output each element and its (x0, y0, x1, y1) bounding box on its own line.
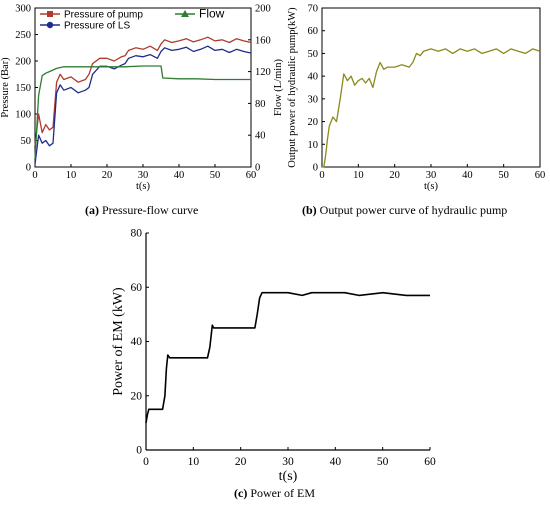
y-tick-label: 300 (15, 4, 31, 15)
y-tick-label: 40 (308, 72, 319, 83)
y-tick-label: 30 (308, 94, 319, 105)
y-tick-label: 60 (308, 26, 319, 37)
y-tick-label: 50 (308, 49, 319, 60)
y-tick-label: 0 (26, 163, 31, 174)
y2-axis-label: Flow (L/min) (273, 59, 284, 116)
x-tick-label: 50 (498, 170, 509, 181)
x-tick-label: 0 (143, 456, 149, 468)
caption-a-tag: (a) (85, 203, 99, 217)
x-tick-label: 10 (66, 170, 77, 181)
legend-label: Pressure of pump (64, 10, 143, 21)
x-tick-label: 50 (210, 170, 221, 181)
caption-b-tag: (b) (302, 203, 317, 217)
y2-tick-label: 120 (255, 67, 271, 78)
x-tick-label: 10 (353, 170, 364, 181)
caption-c-text: Power of EM (250, 486, 315, 500)
x-tick-label: 20 (102, 170, 113, 181)
series-line-a-2 (34, 65, 251, 160)
x-tick-label: 20 (235, 456, 247, 468)
x-tick-label: 0 (319, 170, 324, 181)
legend-marker-circle (46, 21, 54, 29)
x-tick-label: 60 (535, 170, 546, 181)
y-axis-label: Pressure (Bar) (0, 57, 11, 118)
legend-marker-triangle (181, 10, 189, 17)
y-axis-label: Output power of hydraulic pump(kW) (287, 7, 298, 168)
y-tick-label: 150 (15, 83, 31, 94)
x-tick-label: 30 (282, 456, 294, 468)
x-tick-label: 40 (330, 456, 342, 468)
legend-marker-square (47, 11, 53, 17)
x-tick-label: 60 (424, 456, 436, 468)
caption-a-text: Pressure-flow curve (102, 203, 199, 217)
y-tick-label: 100 (15, 110, 31, 121)
series-line-b-0 (322, 48, 541, 168)
y2-tick-label: 200 (255, 4, 271, 15)
y-tick-label: 250 (15, 30, 31, 41)
legend-label: Pressure of LS (64, 21, 130, 32)
x-tick-label: 30 (426, 170, 437, 181)
series-line-c-0 (145, 291, 430, 424)
y-tick-label: 80 (131, 228, 143, 240)
x-tick-label: 10 (188, 456, 200, 468)
series-line-a-1 (34, 45, 252, 165)
caption-b: (b) Output power curve of hydraulic pump (302, 203, 507, 218)
y-tick-label: 50 (21, 136, 32, 147)
y-tick-label: 0 (136, 445, 142, 457)
y-axis-label: Power of EM (kW) (111, 287, 126, 396)
x-axis-label: t(s) (424, 181, 439, 192)
y-tick-label: 40 (131, 336, 143, 348)
x-tick-label: 0 (32, 170, 37, 181)
series-line-a-0 (34, 36, 252, 146)
plot-frame-b (321, 7, 541, 168)
x-tick-label: 20 (389, 170, 400, 181)
caption-a: (a) Pressure-flow curve (85, 203, 198, 218)
x-axis-label: t(s) (279, 469, 298, 484)
plot-frame-a (34, 7, 252, 168)
caption-b-text: Output power curve of hydraulic pump (319, 203, 508, 217)
y2-tick-label: 160 (255, 35, 271, 46)
y-tick-label: 0 (313, 163, 318, 174)
x-tick-label: 40 (462, 170, 473, 181)
y2-tick-label: 40 (255, 131, 266, 142)
y-tick-label: 60 (131, 282, 143, 294)
y-tick-label: 200 (15, 57, 31, 68)
y-tick-label: 20 (308, 117, 319, 128)
caption-c: (c) Power of EM (234, 486, 315, 501)
x-tick-label: 40 (174, 170, 185, 181)
x-tick-label: 50 (377, 456, 389, 468)
y-tick-label: 10 (308, 140, 319, 151)
y-tick-label: 20 (131, 390, 143, 402)
y2-tick-label: 0 (255, 163, 260, 174)
caption-c-tag: (c) (234, 486, 248, 500)
y-tick-label: 70 (308, 4, 319, 15)
y2-tick-label: 80 (255, 99, 266, 110)
x-axis-label: t(s) (136, 181, 151, 192)
x-tick-label: 60 (246, 170, 257, 181)
x-tick-label: 30 (138, 170, 149, 181)
legend-label: Flow (199, 7, 225, 21)
